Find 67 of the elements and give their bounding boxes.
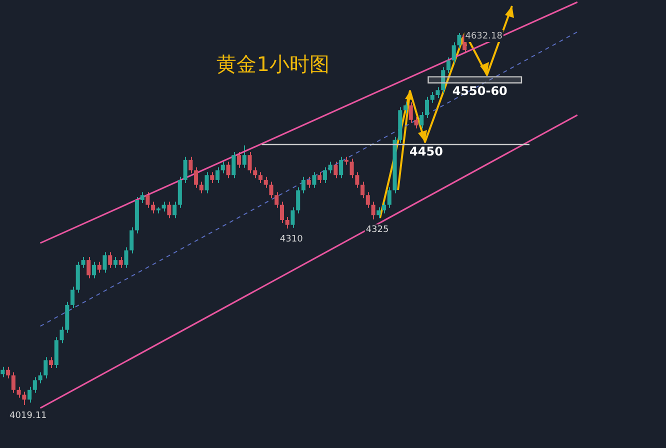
- candlestick: [318, 172, 322, 184]
- candlestick: [220, 161, 225, 174]
- candlestick: [328, 161, 332, 174]
- candlestick: [172, 201, 177, 219]
- candlestick: [301, 176, 306, 194]
- candlestick: [60, 326, 64, 344]
- candlestick: [296, 186, 300, 214]
- candlestick: [253, 166, 258, 179]
- candlestick: [210, 172, 214, 184]
- candlestick: [334, 161, 338, 179]
- candlestick: [92, 261, 96, 279]
- candlestick: [339, 156, 344, 179]
- candlestick: [44, 356, 48, 379]
- candlestick: [242, 144, 246, 168]
- candlestick: [183, 156, 188, 184]
- candlestick: [118, 256, 123, 268]
- candlestick: [306, 176, 311, 188]
- candlestick: [70, 286, 75, 308]
- candlestick: [86, 256, 91, 279]
- candlestick: [360, 181, 365, 199]
- candlestick: [188, 156, 193, 174]
- candlestick: [140, 192, 144, 204]
- candlestick: [28, 386, 32, 404]
- candlestick: [49, 356, 54, 369]
- candlestick: [16, 386, 21, 398]
- text: 黄金1小时图: [216, 52, 330, 76]
- annotation: 4019.11: [10, 410, 47, 421]
- candlestick: [226, 161, 230, 179]
- candlestick: [146, 192, 150, 208]
- candlestick: [194, 166, 198, 188]
- candlestick: [102, 252, 107, 274]
- candlestick: [162, 201, 166, 212]
- candlestick: [269, 181, 274, 199]
- candlestick: [32, 376, 37, 394]
- candlestick: [22, 391, 26, 406]
- candlestick: [204, 172, 209, 194]
- candlestick: [274, 192, 279, 208]
- candlestick: [264, 176, 268, 188]
- candlestick: [113, 256, 118, 268]
- annotation: 4310: [280, 234, 304, 244]
- candlestick: [248, 152, 252, 174]
- candlestick: [108, 252, 112, 268]
- candlestick: [290, 206, 295, 228]
- candlestick: [124, 246, 128, 268]
- candlestick: [130, 226, 134, 254]
- candlestick: [236, 152, 242, 168]
- candlestick: [232, 152, 236, 179]
- candlestick: [258, 172, 263, 184]
- candlestick: [6, 366, 10, 379]
- candlestick: [151, 201, 156, 214]
- candlestick: [312, 172, 316, 188]
- candlestick: [38, 372, 42, 384]
- candlestick: [322, 166, 327, 184]
- candlestick: [355, 172, 360, 188]
- candlestick: [167, 201, 172, 219]
- candlestick: [285, 216, 290, 229]
- annotation: 4325: [366, 225, 389, 236]
- candlestick: [199, 181, 204, 194]
- candlestick: [280, 201, 284, 224]
- candlestick: [371, 201, 376, 220]
- candlestick: [97, 261, 102, 274]
- candlestick: [366, 192, 370, 208]
- candlestick: [350, 158, 354, 179]
- candlestick: [216, 166, 220, 184]
- candlestick: [81, 256, 86, 268]
- candlestick: [0, 366, 5, 378]
- candlestick: [11, 372, 16, 394]
